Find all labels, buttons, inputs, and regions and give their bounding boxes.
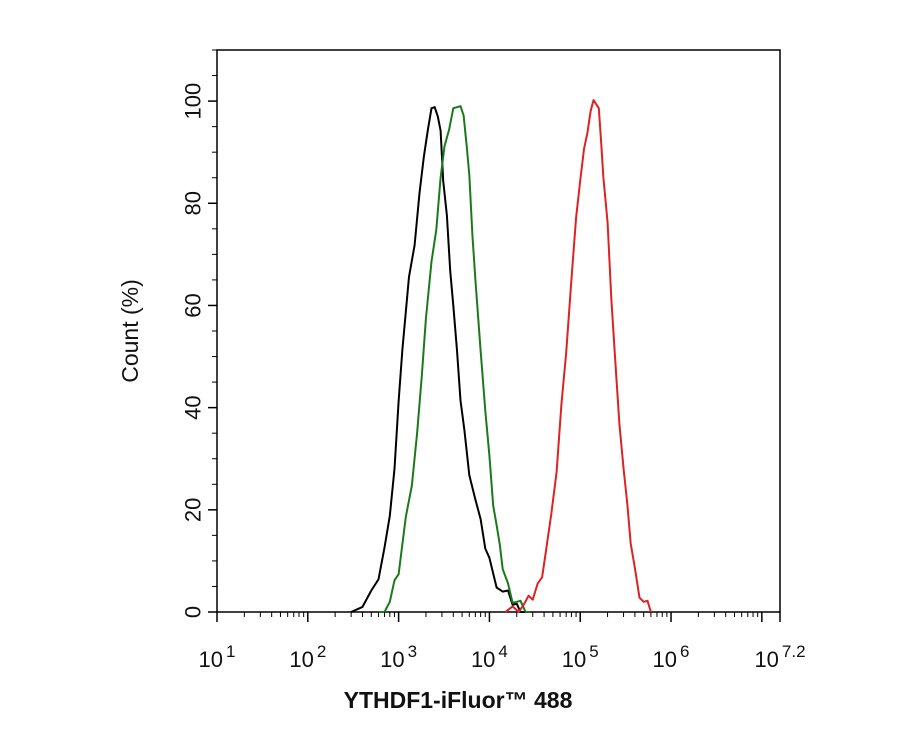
y-tick-label: 60 — [181, 293, 206, 317]
x-tick-label: 10 1 — [199, 642, 236, 672]
y-tick-label: 20 — [181, 498, 206, 522]
x-tick-label: 10 2 — [289, 642, 326, 672]
y-tick-label: 40 — [181, 395, 206, 419]
x-tick-label: 10 3 — [380, 642, 417, 672]
plot-frame — [216, 49, 781, 613]
x-tick-label: 10 5 — [562, 642, 599, 672]
x-axis-title: YTHDF1-iFluor™ 488 — [344, 687, 573, 713]
y-axis-ticks: 0 20 40 60 80 100 — [181, 49, 217, 618]
x-tick-label: 10 4 — [471, 642, 508, 672]
y-tick-label: 80 — [181, 191, 206, 215]
histogram-series-3 — [504, 99, 652, 613]
series-layer — [350, 99, 652, 613]
x-tick-label: 10 7.2 — [754, 642, 805, 672]
y-tick-label: 100 — [181, 83, 206, 120]
x-axis-ticks: 10 1 10 2 10 3 10 4 10 5 10 6 10 7.2 — [199, 612, 806, 672]
histogram-series-2 — [378, 105, 530, 613]
histogram-series-1 — [350, 106, 526, 613]
y-tick-label: 0 — [181, 606, 206, 618]
y-axis-title: Count (%) — [117, 279, 143, 383]
x-tick-label: 10 6 — [653, 642, 690, 672]
